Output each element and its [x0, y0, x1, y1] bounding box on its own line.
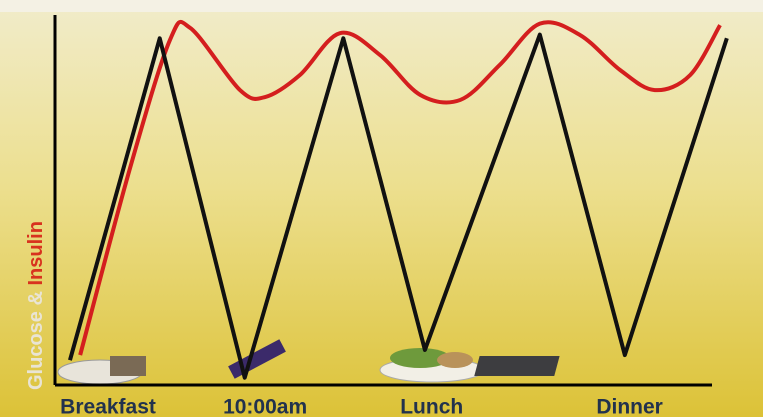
sandwich: [437, 352, 473, 368]
x-tick-label: 10:00am: [223, 396, 307, 417]
chart: Glucose & Insulin Breakfast 10:00am Lunch D…: [0, 0, 763, 417]
toast: [110, 356, 146, 376]
y-label-part: Insulin: [25, 221, 47, 285]
tray: [474, 356, 559, 376]
background: [0, 0, 763, 417]
y-label-part: Glucose &: [25, 286, 47, 390]
y-axis-label: Glucose & Insulin: [25, 221, 47, 390]
x-tick-label: Breakfast: [60, 396, 156, 417]
top-strip: [0, 0, 763, 12]
x-tick-label: Lunch: [400, 396, 463, 417]
x-tick-label: Dinner: [596, 396, 663, 417]
